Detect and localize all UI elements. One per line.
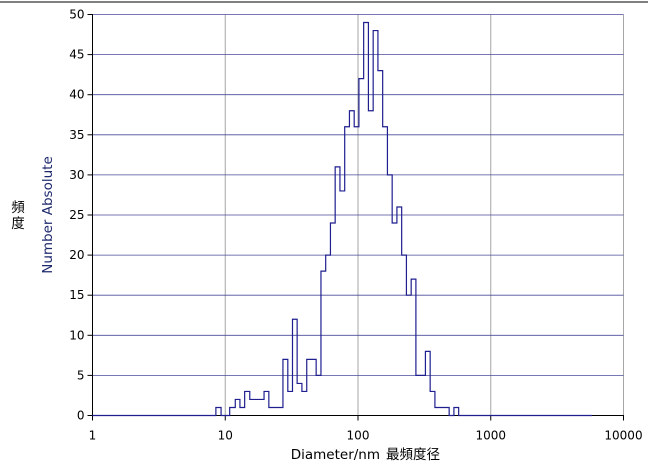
x-axis-label: Diameter/nm [291, 447, 380, 463]
y-tick-label: 25 [69, 208, 84, 222]
y-tick-label: 5 [77, 368, 85, 382]
y-axis-label-secondary-1: 頻 [11, 200, 25, 216]
y-tick-label: 0 [77, 409, 85, 423]
horizontal-gridlines [92, 14, 624, 376]
x-tick-label: 10000 [604, 429, 642, 443]
x-axis-ticks: 1 10 100 1000 10000 [89, 415, 643, 443]
y-tick-label: 10 [69, 328, 84, 342]
y-tick-label: 30 [69, 168, 84, 182]
y-axis-label-secondary-2: 度 [11, 216, 25, 232]
y-tick-label: 15 [69, 288, 84, 302]
y-tick-label: 35 [69, 128, 84, 142]
x-tick-label: 1 [89, 429, 97, 443]
x-axis-label-secondary: 最頻度径 [386, 447, 440, 463]
y-axis-ticks: 0 5 10 15 20 25 30 35 40 45 50 [69, 8, 93, 423]
x-tick-label: 1000 [475, 429, 506, 443]
y-tick-label: 50 [69, 8, 84, 22]
histogram-series-line [92, 21, 593, 417]
y-axis-label: Number Absolute [40, 156, 56, 274]
y-tick-label: 40 [69, 88, 84, 102]
y-tick-label: 45 [69, 48, 84, 62]
y-tick-label: 20 [69, 248, 84, 262]
x-tick-label: 10 [218, 429, 233, 443]
x-tick-label: 100 [347, 429, 370, 443]
